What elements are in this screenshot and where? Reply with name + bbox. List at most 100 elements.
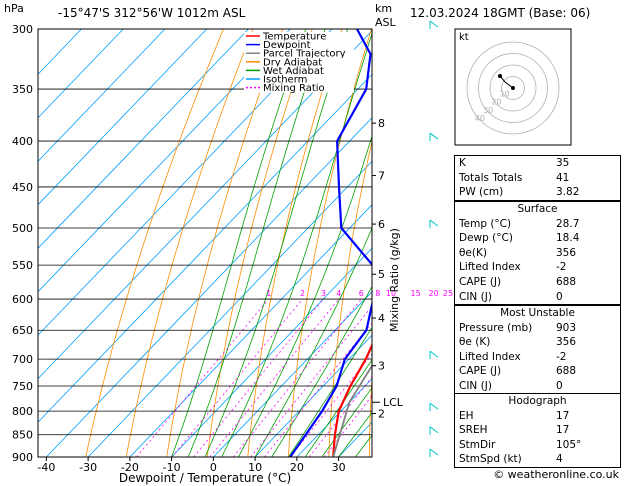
pressure-tick-label: 400 xyxy=(12,135,33,148)
legend-label: Temperature xyxy=(262,32,326,43)
mixing-ratio-label: 3 xyxy=(321,289,326,298)
pressure-axis-ticks: 300 350 400 450 500 550 600 650 700 750 800 850 900 xyxy=(12,23,33,464)
dry-adiabat xyxy=(410,29,461,457)
hodograph-ring-label: 40 xyxy=(475,114,485,123)
dewpoint-line xyxy=(289,29,372,457)
hodo-row: EH 17 xyxy=(459,409,570,422)
x-tick-label: -40 xyxy=(37,461,55,474)
mixing-ratio-label: 4 xyxy=(336,289,341,298)
mixing-ratio-label: 15 xyxy=(411,289,421,298)
pressure-tick-label: 300 xyxy=(12,23,33,36)
pressure-tick-label: 700 xyxy=(12,353,33,366)
legend-bg xyxy=(244,66,354,76)
x-tick-label: 10 xyxy=(248,461,262,474)
hodo-row: StmSpd (kt) 4 xyxy=(459,453,563,466)
x-tick-label: 30 xyxy=(332,461,346,474)
index-row-k: K 35 xyxy=(459,157,570,169)
legend-bg xyxy=(244,40,354,50)
hodo-row: SREH 17 xyxy=(459,424,570,437)
wind-barb-flag xyxy=(429,426,439,434)
hodograph-trace xyxy=(499,75,514,89)
data-series xyxy=(289,29,372,457)
surface-row: CIN (J) 0 xyxy=(459,290,563,303)
hodograph-ring xyxy=(489,64,537,112)
pressure-tick-label: 650 xyxy=(12,324,33,337)
surface-panel: Surface Temp (°C) 28.7 Dewp (°C) 18.4 θe(K… xyxy=(454,201,621,306)
pressure-tick-label: 850 xyxy=(12,429,33,442)
surface-row: Dewp (°C) 18.4 xyxy=(459,232,580,245)
location-title: -15°47'S 312°56'W 1012m ASL xyxy=(58,6,246,20)
index-row-totals: Totals Totals 41 xyxy=(459,171,570,184)
temperature-line xyxy=(332,342,372,457)
datetime: 12.03.2024 18GMT (Base: 06) xyxy=(410,6,590,20)
mixing-ratio-label: 2 xyxy=(300,289,305,298)
wind-barb-flag xyxy=(429,448,439,456)
hodograph-panel: Hodograph EH 17 SREH 17 StmDir 105° StmSpd … xyxy=(454,393,621,468)
mu-row: CIN (J) 0 xyxy=(459,379,563,392)
isotherm-line xyxy=(38,29,124,119)
pressure-tick-label: 900 xyxy=(12,451,33,464)
wind-barb-flag xyxy=(429,402,439,410)
legend-bg xyxy=(244,57,354,67)
x-tick-label: 0 xyxy=(210,461,217,474)
x-tick-label: 20 xyxy=(290,461,304,474)
mixing-ratio-axis-label: Mixing Ratio (g/kg) xyxy=(388,228,401,332)
hodograph-ring xyxy=(501,76,525,100)
pressure-tick-label: 450 xyxy=(12,181,33,194)
surface-row: Temp (°C) 28.7 xyxy=(459,217,580,230)
x-tick-label: -20 xyxy=(121,461,139,474)
surface-row: θe(K) 356 xyxy=(459,246,577,259)
mixing-ratio-labels: 1 2 3 4 6 8 10 15 20 25 xyxy=(266,289,453,298)
pressure-tick-label: 750 xyxy=(12,380,33,393)
pressure-tick-label: 600 xyxy=(12,293,33,306)
x-axis-ticks: -40 -30 -20 -10 0 10 20 30 xyxy=(37,457,346,474)
mu-row: Lifted Index -2 xyxy=(459,350,567,363)
legend-bg xyxy=(244,32,354,41)
km-tick-label: 5 xyxy=(378,268,385,281)
mixing-ratio-line xyxy=(250,305,372,457)
wind-barb-flag xyxy=(429,350,439,358)
legend-label: Isotherm xyxy=(263,75,307,86)
legend-label: Dewpoint xyxy=(263,40,311,51)
asl-label: ASL xyxy=(375,16,397,29)
legend-label: Parcel Trajectory xyxy=(263,49,346,60)
legend-label: Wet Adiabat xyxy=(263,66,324,77)
indices-panel: K 35 Totals Totals 41 PW (cm) 3.82 xyxy=(454,155,621,201)
hodograph-storm-motion xyxy=(511,86,515,90)
isotherm-line xyxy=(38,29,291,293)
mu-row: Pressure (mb) 903 xyxy=(459,321,577,334)
km-tick-label: 2 xyxy=(378,408,385,421)
surface-row: Lifted Index -2 xyxy=(459,261,567,274)
km-label: km xyxy=(375,2,392,15)
most-unstable-panel: Most Unstable Pressure (mb) 903 θe (K) 356… xyxy=(454,305,621,395)
mu-row: CAPE (J) 688 xyxy=(459,365,577,378)
pressure-tick-label: 550 xyxy=(12,259,33,272)
isotherm-line xyxy=(38,29,333,336)
pressure-tick-label: 350 xyxy=(12,83,33,96)
x-tick-label: -10 xyxy=(163,461,181,474)
pressure-tick-label: 800 xyxy=(12,405,33,418)
hodo-row: StmDir 105° xyxy=(459,438,582,451)
legend-label: Dry Adiabat xyxy=(263,57,322,68)
isotherm-line xyxy=(38,30,372,380)
mixing-ratio-label: 10 xyxy=(386,289,396,298)
hodograph-point xyxy=(498,74,502,78)
km-tick-label: 6 xyxy=(378,218,385,231)
hodograph-ring xyxy=(466,41,560,135)
pressure-tick-label: 500 xyxy=(12,222,33,235)
index-row-pw: PW (cm) 3.82 xyxy=(459,186,580,199)
mu-row: θe (K) 356 xyxy=(459,336,577,349)
wind-barbs xyxy=(429,20,439,457)
isotherm-line xyxy=(38,29,249,249)
legend-bg xyxy=(244,75,354,84)
most-unstable-title: Most Unstable xyxy=(500,307,575,319)
copyright: © weatheronline.co.uk xyxy=(493,468,619,481)
isotherm-line xyxy=(38,29,166,162)
mixing-ratio-label: 8 xyxy=(375,289,380,298)
wind-barb-flag xyxy=(429,132,439,140)
x-tick-label: -30 xyxy=(79,461,97,474)
hodograph-ring-label: 20 xyxy=(491,98,501,107)
